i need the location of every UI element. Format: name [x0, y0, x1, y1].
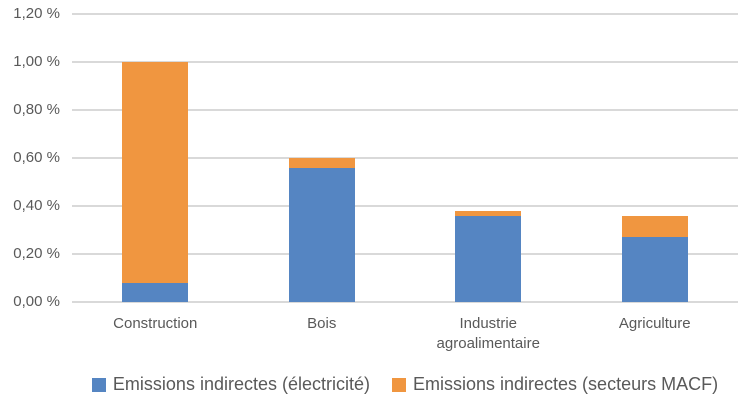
- bar-segment-series2: [288, 158, 355, 168]
- legend-item: Emissions indirectes (secteurs MACF): [392, 374, 718, 395]
- legend-label: Emissions indirectes (électricité): [112, 374, 370, 394]
- y-tick-label: 0,20 %: [13, 245, 60, 262]
- x-category-label: Agriculture: [618, 315, 691, 332]
- x-category-label: Construction: [113, 315, 198, 332]
- bar-segment-series2: [455, 210, 522, 216]
- bar-segment-series1: [288, 167, 355, 302]
- bar-segment-series1: [122, 282, 189, 302]
- legend-swatch-icon: [392, 377, 406, 392]
- y-tick-label: 0,60 %: [13, 149, 60, 166]
- bar-segment-series1: [621, 237, 688, 302]
- gridline: [72, 205, 738, 207]
- y-tick-label: 0,40 %: [13, 197, 60, 214]
- gridline: [72, 61, 738, 63]
- bar-segment-series2: [122, 62, 189, 283]
- y-tick-label: 1,00 %: [13, 53, 60, 70]
- legend-swatch-icon: [91, 377, 106, 392]
- bar-segment-series1: [455, 215, 522, 302]
- x-category-label: Industrie agroalimentaire: [436, 315, 540, 352]
- y-tick-label: 0,80 %: [13, 101, 60, 118]
- gridline: [72, 13, 738, 15]
- plot-area: [72, 13, 738, 303]
- x-category-label: Bois: [307, 315, 337, 332]
- bar-segment-series2: [621, 215, 688, 238]
- legend: Emissions indirectes (électricité) Emissi…: [72, 374, 738, 395]
- y-tick-label: 1,20 %: [13, 5, 60, 22]
- gridline: [72, 253, 738, 255]
- legend-label: Emissions indirectes (secteurs MACF): [413, 374, 719, 394]
- gridline: [72, 109, 738, 111]
- y-tick-label: 0,00 %: [13, 293, 60, 310]
- gridline: [72, 301, 738, 303]
- legend-item: Emissions indirectes (électricité): [91, 374, 370, 395]
- gridline: [72, 157, 738, 159]
